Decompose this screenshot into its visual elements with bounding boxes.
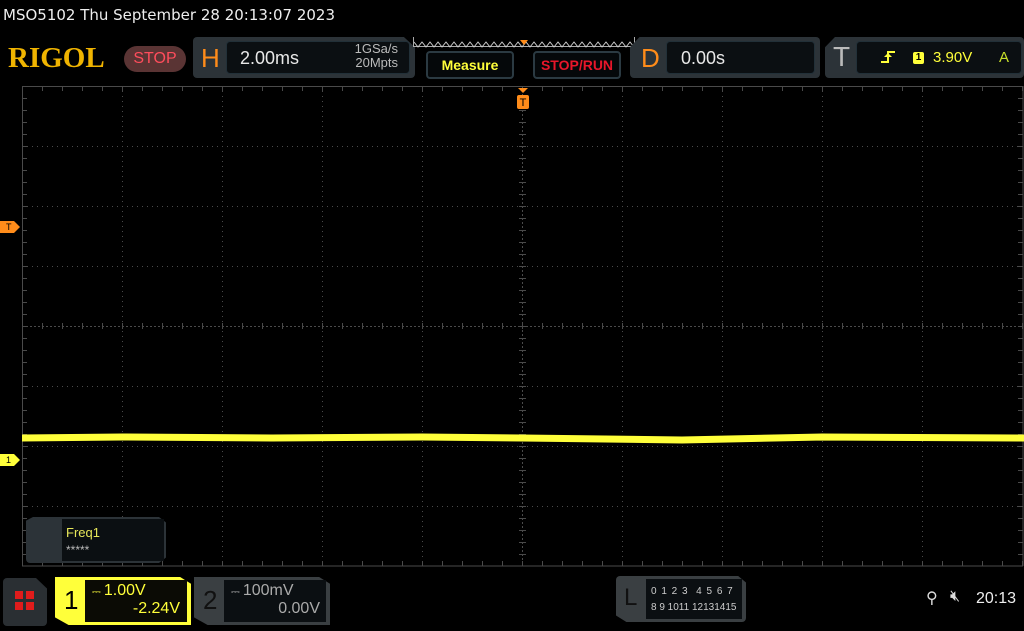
sample-info: 1GSa/s 20Mpts: [330, 42, 398, 70]
memory-overview-bar[interactable]: [413, 37, 635, 48]
logic-channels-row1: 0 1 2 3 4 5 6 7: [651, 586, 734, 597]
window-title: MSO5102 Thu September 28 20:13:07 2023: [3, 6, 335, 24]
ch2-scale-value: 100mV: [242, 582, 294, 599]
ch1-offset: -2.24V: [132, 600, 180, 617]
usb-icon: ⚲: [926, 590, 938, 607]
measure-button[interactable]: Measure: [426, 51, 514, 79]
mute-icon[interactable]: 🔇︎: [950, 588, 961, 605]
sample-rate: 1GSa/s: [354, 41, 398, 56]
stop-run-button[interactable]: STOP/RUN: [533, 51, 621, 79]
measurement-name: Freq1: [66, 525, 100, 540]
main-menu-button[interactable]: [3, 578, 47, 626]
ch2-inner: [224, 580, 326, 622]
ch1-number: 1: [64, 585, 79, 615]
ch2-offset: 0.00V: [278, 600, 320, 617]
timebase-value[interactable]: 2.00ms: [240, 48, 300, 68]
ch1-scale-value: 1.00V: [103, 582, 146, 599]
svg-text:T: T: [520, 97, 527, 109]
dc-coupling-icon: ⎓: [231, 586, 243, 598]
ch1-trace: [22, 433, 1024, 444]
logic-label: L: [624, 584, 638, 611]
trigger-inner: [856, 41, 1022, 74]
trigger-source-badge: 1: [913, 52, 924, 64]
trigger-label: T: [833, 41, 851, 72]
ch2-number: 2: [203, 585, 218, 615]
measurement-inner: [62, 519, 164, 561]
dc-coupling-icon: ⎓: [92, 586, 104, 598]
waveform-grid[interactable]: [22, 86, 1024, 568]
ch1-inner: [85, 580, 187, 622]
delay-value[interactable]: 0.00s: [681, 48, 726, 68]
memory-depth: 20Mpts: [355, 55, 398, 70]
trigger-position-marker[interactable]: T: [516, 88, 530, 110]
trigger-mode[interactable]: A: [999, 49, 1010, 66]
ch2-scale: ⎓ 100mV: [231, 582, 294, 600]
delay-label: D: [641, 43, 660, 73]
trigger-level-marker[interactable]: T: [0, 221, 20, 233]
rising-edge-icon: [880, 50, 896, 67]
trigger-level[interactable]: 3.90V: [933, 49, 973, 66]
horizontal-inner: [226, 41, 410, 74]
logic-inner: [646, 579, 742, 619]
run-state-badge[interactable]: STOP: [124, 46, 186, 72]
horizontal-label: H: [201, 43, 220, 73]
ch1-offset-marker[interactable]: 1: [0, 454, 20, 466]
rigol-logo: RIGOL: [8, 42, 105, 74]
delay-inner: [666, 41, 815, 74]
status-clock: 20:13: [976, 590, 1017, 607]
ch1-scale: ⎓ 1.00V: [92, 582, 146, 600]
measurement-value: *****: [66, 543, 90, 557]
logic-channels-row2: 8 9 1011 12131415: [651, 602, 737, 613]
